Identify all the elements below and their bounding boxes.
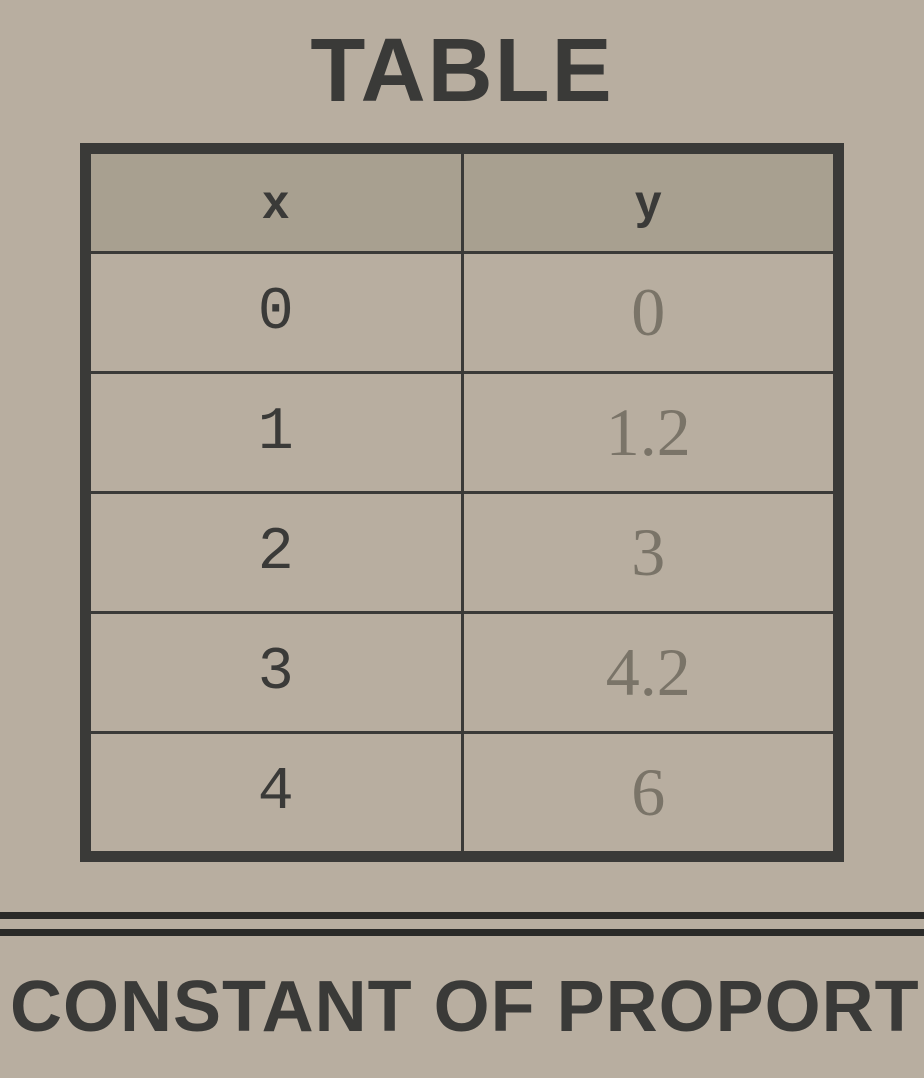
page-title: TABLE [0, 0, 924, 143]
section-divider-top [0, 912, 924, 919]
column-header-x: x [90, 153, 463, 253]
x-cell: 1 [90, 373, 463, 493]
proportionality-table: x y 0 0 1 1.2 2 3 3 4.2 4 6 [88, 151, 836, 854]
table-row: 4 6 [90, 733, 835, 853]
section-title: CONSTANT OF PROPORTIONALITY [0, 936, 924, 1048]
table-row: 2 3 [90, 493, 835, 613]
table-container: x y 0 0 1 1.2 2 3 3 4.2 4 6 [80, 143, 844, 862]
table-header-row: x y [90, 153, 835, 253]
y-cell: 6 [462, 733, 835, 853]
divider-container [0, 912, 924, 936]
table-row: 3 4.2 [90, 613, 835, 733]
y-cell: 3 [462, 493, 835, 613]
y-cell: 0 [462, 253, 835, 373]
y-cell: 1.2 [462, 373, 835, 493]
x-cell: 0 [90, 253, 463, 373]
x-cell: 2 [90, 493, 463, 613]
x-cell: 4 [90, 733, 463, 853]
x-cell: 3 [90, 613, 463, 733]
table-row: 1 1.2 [90, 373, 835, 493]
table-row: 0 0 [90, 253, 835, 373]
y-cell: 4.2 [462, 613, 835, 733]
column-header-y: y [462, 153, 835, 253]
section-divider-bottom [0, 929, 924, 936]
